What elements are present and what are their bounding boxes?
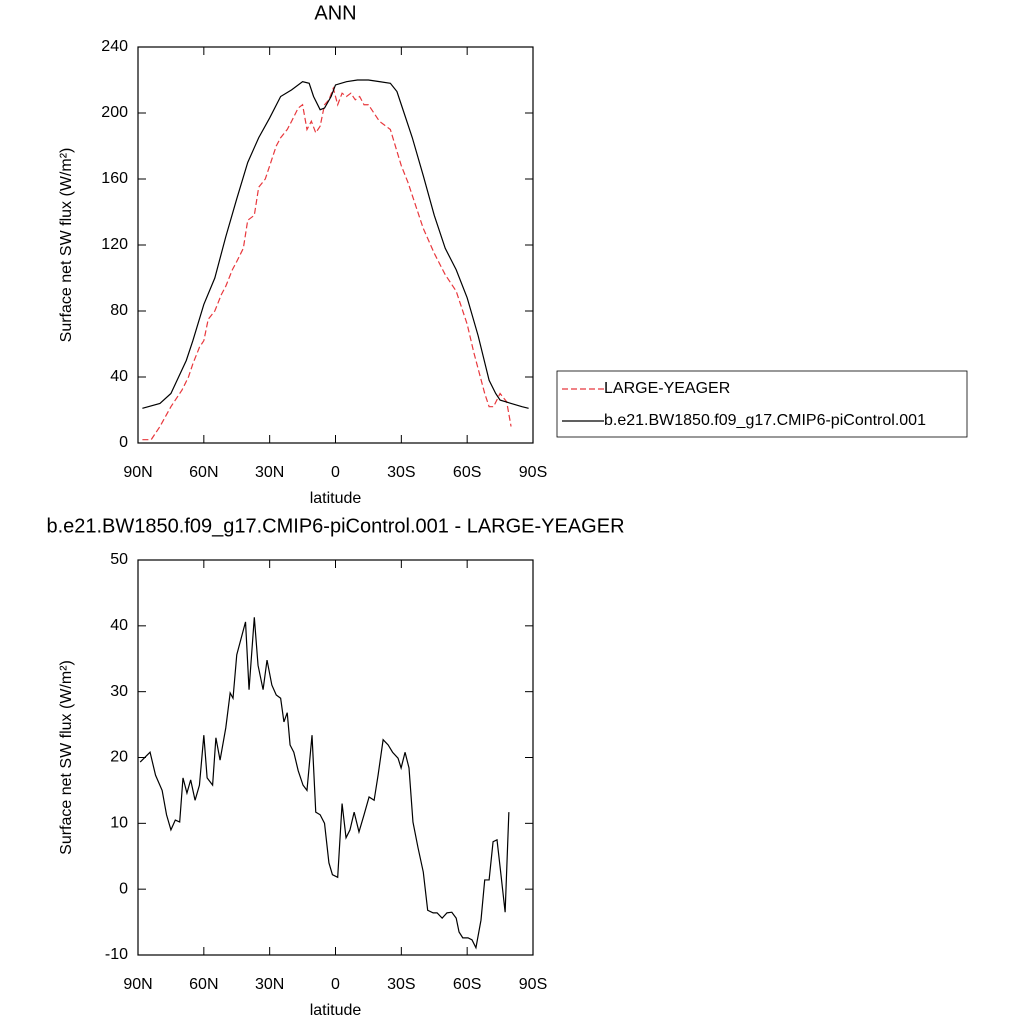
y-tick-label: 50 (110, 551, 128, 568)
x-tick-label: 90N (123, 464, 152, 481)
y-tick-label: 160 (101, 170, 128, 187)
x-tick-label: 0 (331, 464, 340, 481)
data-line (139, 617, 510, 950)
y-tick-label: 120 (101, 236, 128, 253)
y-tick-label: -10 (105, 946, 128, 963)
legend-label: b.e21.BW1850.f09_g17.CMIP6-piControl.001 (604, 412, 926, 429)
y-tick-label: 30 (110, 683, 128, 700)
y-tick-label: 40 (110, 368, 128, 385)
legend-box (556, 370, 968, 438)
plot-frame (137, 559, 534, 956)
y-tick-label: 20 (110, 749, 128, 766)
x-axis-label: latitude (310, 1002, 362, 1019)
x-tick-label: 90S (519, 464, 547, 481)
y-tick-label: 200 (101, 104, 128, 121)
chart-title: b.e21.BW1850.f09_g17.CMIP6-piControl.001… (46, 515, 624, 537)
x-tick-label: 60N (189, 976, 218, 993)
x-axis-label: latitude (310, 490, 362, 507)
y-tick-label: 80 (110, 302, 128, 319)
x-tick-label: 60N (189, 464, 218, 481)
y-axis-label: Surface net SW flux (W/m²) (58, 148, 75, 343)
y-tick-label: 0 (119, 434, 128, 451)
y-axis-label: Surface net SW flux (W/m²) (58, 660, 75, 855)
y-tick-label: 10 (110, 815, 128, 832)
legend-label: LARGE-YEAGER (604, 380, 730, 397)
x-tick-label: 30N (255, 976, 284, 993)
data-line (142, 79, 529, 409)
chart-title: ANN (314, 2, 356, 24)
x-tick-label: 30S (387, 464, 415, 481)
x-tick-label: 30S (387, 976, 415, 993)
x-tick-label: 90S (519, 976, 547, 993)
data-line (142, 86, 512, 441)
x-tick-label: 60S (453, 464, 481, 481)
x-tick-label: 30N (255, 464, 284, 481)
y-tick-label: 240 (101, 38, 128, 55)
y-tick-label: 40 (110, 617, 128, 634)
x-tick-label: 60S (453, 976, 481, 993)
x-tick-label: 0 (331, 976, 340, 993)
plot-frame (137, 46, 534, 444)
y-tick-label: 0 (119, 880, 128, 897)
x-tick-label: 90N (123, 976, 152, 993)
